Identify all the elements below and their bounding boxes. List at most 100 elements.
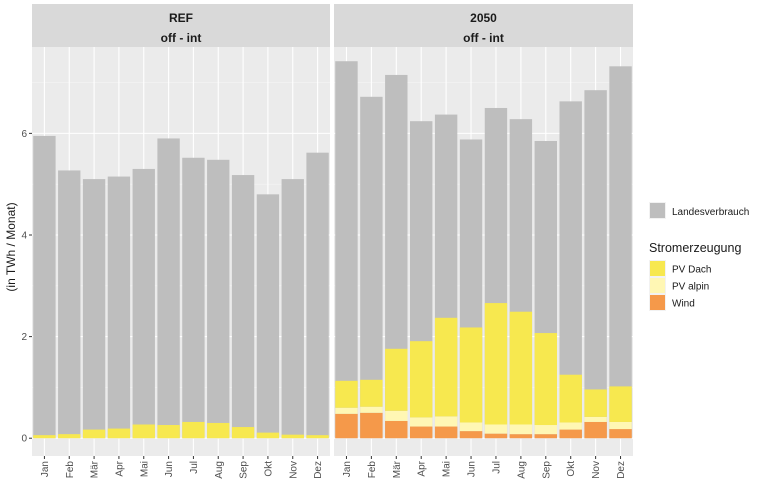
- x-tick-label: Feb: [65, 461, 76, 479]
- bar-wind: [459, 431, 483, 439]
- legend-swatch-wind: [650, 295, 665, 310]
- bar-wind: [509, 434, 533, 439]
- bar-pv-dach: [609, 386, 632, 422]
- bar-pv-dach: [107, 428, 131, 439]
- bar-landesverbrauch: [132, 168, 155, 439]
- bar-pv-dach: [534, 333, 558, 426]
- bar-pv-alpin: [484, 424, 508, 434]
- bar-pv-dach: [82, 429, 106, 439]
- legend-label-pv-alpin: PV alpin: [672, 282, 709, 293]
- bar-landesverbrauch: [584, 90, 607, 439]
- bar-pv-alpin: [534, 425, 558, 435]
- x-tick-label: Mai: [139, 461, 150, 477]
- bar-pv-dach: [434, 317, 458, 417]
- bar-landesverbrauch: [82, 179, 106, 439]
- bar-wind: [534, 434, 558, 439]
- bar-pv-dach: [207, 422, 230, 439]
- legend-swatch-pv-alpin: [650, 278, 665, 293]
- x-tick-label: Apr: [114, 460, 125, 476]
- facet-subtitle: off - int: [161, 31, 202, 45]
- bar-pv-dach: [484, 303, 508, 425]
- legend-label-wind: Wind: [672, 299, 695, 310]
- x-tick-label: Dez: [313, 461, 324, 479]
- bar-pv-alpin: [385, 410, 408, 421]
- bar-pv-dach: [306, 435, 329, 439]
- x-tick-label: Nov: [288, 461, 299, 479]
- y-axis-title: (in TWh / Monat): [4, 202, 18, 291]
- legend-label-pv-dach: PV Dach: [672, 265, 711, 276]
- x-tick-label: Feb: [367, 461, 378, 479]
- bar-landesverbrauch: [207, 159, 230, 439]
- x-tick-label: Sep: [239, 461, 250, 479]
- x-tick-label: Apr: [417, 460, 428, 476]
- x-tick-label: Jun: [467, 461, 478, 477]
- bar-pv-dach: [157, 425, 180, 439]
- facet-strip: [32, 4, 330, 47]
- bar-pv-dach: [132, 424, 155, 439]
- bar-pv-alpin: [559, 422, 582, 430]
- facet-title: 2050: [470, 11, 497, 25]
- bar-landesverbrauch: [256, 194, 280, 439]
- x-tick-label: Jun: [164, 461, 175, 477]
- bar-pv-alpin: [584, 416, 607, 422]
- bar-landesverbrauch: [281, 179, 304, 439]
- x-tick-label: Mär: [90, 460, 101, 478]
- bar-pv-dach: [335, 380, 358, 408]
- bar-landesverbrauch: [107, 176, 131, 439]
- x-tick-label: Aug: [214, 461, 225, 479]
- bar-landesverbrauch: [385, 74, 408, 439]
- legend-swatch-landesverbrauch: [650, 203, 665, 218]
- panel-background: [334, 47, 633, 456]
- bar-pv-dach: [459, 327, 483, 423]
- x-tick-label: Aug: [516, 461, 527, 479]
- bar-wind: [609, 429, 632, 439]
- bar-wind: [559, 429, 582, 439]
- x-tick-label: Nov: [591, 461, 602, 479]
- bar-landesverbrauch: [157, 138, 180, 439]
- bar-landesverbrauch: [609, 66, 632, 439]
- bar-wind: [584, 421, 607, 439]
- y-tick-label: 6: [21, 129, 27, 140]
- bar-pv-dach: [509, 311, 533, 425]
- x-tick-label: Jan: [40, 461, 51, 477]
- bar-wind: [434, 426, 458, 439]
- bar-pv-alpin: [609, 421, 632, 430]
- bar-pv-dach: [182, 421, 205, 439]
- bar-pv-dach: [360, 379, 383, 407]
- bar-pv-dach: [256, 432, 280, 439]
- facet-title: REF: [169, 11, 193, 25]
- bar-pv-dach: [409, 341, 433, 418]
- bar-landesverbrauch: [33, 135, 56, 439]
- x-tick-label: Mär: [392, 460, 403, 478]
- bar-wind: [385, 420, 408, 439]
- bar-landesverbrauch: [231, 175, 255, 439]
- x-tick-label: Dez: [616, 461, 627, 479]
- bar-landesverbrauch: [559, 101, 582, 439]
- panel-background: [32, 47, 330, 456]
- legend-swatch-pv-dach: [650, 261, 665, 276]
- bar-pv-dach: [33, 435, 56, 439]
- bar-pv-dach: [584, 389, 607, 417]
- x-tick-label: Okt: [263, 461, 274, 477]
- bar-landesverbrauch: [335, 61, 358, 439]
- x-tick-label: Okt: [566, 461, 577, 477]
- bar-pv-alpin: [335, 407, 358, 414]
- x-tick-label: Jul: [491, 461, 502, 474]
- bar-pv-dach: [231, 427, 255, 439]
- y-tick-label: 0: [21, 434, 27, 445]
- bar-pv-alpin: [509, 424, 533, 435]
- bar-pv-alpin: [459, 422, 483, 432]
- bar-wind: [335, 413, 358, 439]
- x-tick-label: Jul: [189, 461, 200, 474]
- legend-title: Stromerzeugung: [649, 241, 741, 255]
- x-tick-label: Jan: [342, 461, 353, 477]
- bar-wind: [360, 412, 383, 439]
- legend-label-landesverbrauch: Landesverbrauch: [672, 207, 749, 218]
- bar-landesverbrauch: [306, 152, 329, 439]
- bar-wind: [409, 426, 433, 439]
- facet-panel-1: 2050 off - int Jan Feb Mär Apr Mai Jun Jul Aug Sep…: [334, 4, 633, 479]
- bar-pv-dach: [559, 374, 582, 423]
- bar-landesverbrauch: [360, 96, 383, 439]
- bar-pv-alpin: [360, 406, 383, 413]
